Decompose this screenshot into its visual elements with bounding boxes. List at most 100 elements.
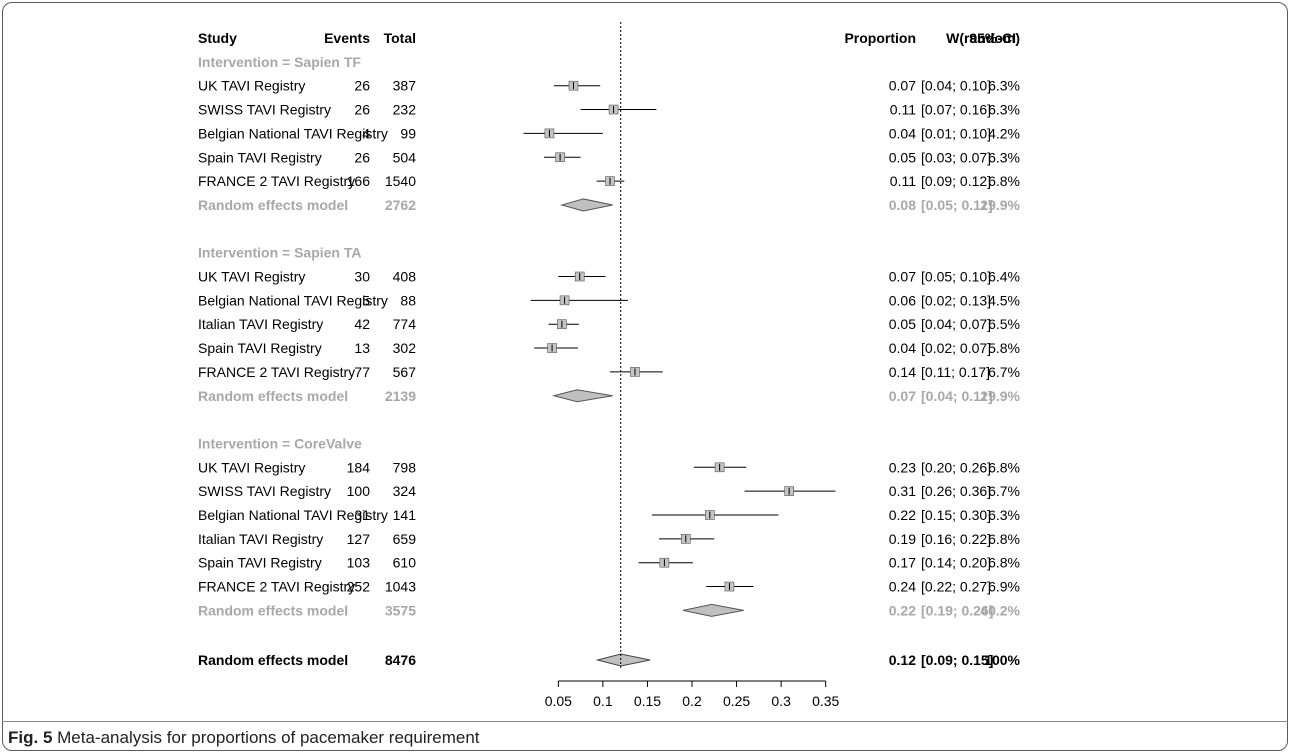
study-2-4-ci: [0.14; 0.20] bbox=[921, 555, 991, 571]
study-0-1-ci: [0.07; 0.16] bbox=[921, 102, 991, 118]
study-1-1-total: 88 bbox=[400, 292, 416, 308]
overall-proportion: 0.12 bbox=[889, 652, 916, 668]
study-2-1-ci: [0.26; 0.36] bbox=[921, 483, 991, 499]
x-tick-label-6: 0.35 bbox=[812, 693, 839, 709]
study-0-2-ci: [0.01; 0.10] bbox=[921, 125, 991, 141]
study-2-1-total: 324 bbox=[393, 483, 417, 499]
study-2-3-name: Italian TAVI Registry bbox=[198, 531, 323, 547]
study-2-0-ci: [0.20; 0.26] bbox=[921, 459, 991, 475]
study-1-2-total: 774 bbox=[393, 316, 417, 332]
pooled-0-ci: [0.05; 0.11] bbox=[921, 197, 993, 213]
study-0-1-proportion: 0.11 bbox=[890, 102, 916, 118]
study-1-1-events: 5 bbox=[362, 292, 370, 308]
study-0-0-ci: [0.04; 0.10] bbox=[921, 78, 991, 94]
pooled-1-proportion: 0.07 bbox=[889, 388, 916, 404]
pooled-1-total: 2139 bbox=[385, 388, 416, 404]
study-1-3-proportion: 0.04 bbox=[889, 340, 916, 356]
study-1-3-name: Spain TAVI Registry bbox=[198, 340, 322, 356]
study-1-0-total: 408 bbox=[393, 269, 417, 285]
study-0-1-total: 232 bbox=[393, 102, 417, 118]
study-1-2-name: Italian TAVI Registry bbox=[198, 316, 323, 332]
study-2-4-total: 610 bbox=[393, 555, 417, 571]
study-2-2-weight: 6.3% bbox=[988, 507, 1020, 523]
header-ci: 95%-CI bbox=[969, 30, 1016, 46]
study-2-0-name: UK TAVI Registry bbox=[198, 459, 305, 475]
study-0-3-proportion: 0.05 bbox=[889, 149, 916, 165]
study-2-5-total: 1043 bbox=[385, 579, 416, 595]
x-tick-label-2: 0.15 bbox=[634, 693, 661, 709]
header-proportion: Proportion bbox=[844, 30, 916, 46]
study-2-5-ci: [0.22; 0.27] bbox=[921, 579, 991, 595]
study-0-3-events: 26 bbox=[354, 149, 370, 165]
study-0-0-events: 26 bbox=[354, 78, 370, 94]
study-2-1-events: 100 bbox=[347, 483, 371, 499]
study-2-2-ci: [0.15; 0.30] bbox=[921, 507, 991, 523]
study-1-3-weight: 5.8% bbox=[988, 340, 1020, 356]
header-total: Total bbox=[384, 30, 416, 46]
study-2-1-weight: 6.7% bbox=[988, 483, 1020, 499]
study-0-1-weight: 6.3% bbox=[988, 102, 1020, 118]
pooled-1-weight: 29.9% bbox=[980, 388, 1020, 404]
group-title-2: Intervention = CoreValve bbox=[198, 435, 362, 451]
caption-label: Fig. 5 bbox=[8, 728, 53, 747]
study-1-4-name: FRANCE 2 TAVI Registry bbox=[198, 364, 355, 380]
x-tick-label-0: 0.05 bbox=[545, 693, 572, 709]
study-2-0-total: 798 bbox=[393, 459, 417, 475]
study-0-2-name: Belgian National TAVI Registry bbox=[198, 125, 388, 141]
study-0-4-ci: [0.09; 0.12] bbox=[921, 173, 991, 189]
study-0-4-proportion: 0.11 bbox=[890, 173, 916, 189]
study-2-4-weight: 6.8% bbox=[988, 555, 1020, 571]
study-1-3-events: 13 bbox=[354, 340, 370, 356]
pooled-1-diamond bbox=[551, 389, 613, 403]
header-study: Study bbox=[198, 30, 237, 46]
group-title-1: Intervention = Sapien TA bbox=[198, 245, 362, 261]
study-2-4-proportion: 0.17 bbox=[889, 555, 916, 571]
study-1-4-weight: 6.7% bbox=[988, 364, 1020, 380]
pooled-0-weight: 29.9% bbox=[980, 197, 1020, 213]
pooled-0-label: Random effects model bbox=[198, 197, 348, 213]
study-1-3-total: 302 bbox=[393, 340, 417, 356]
study-2-2-events: 31 bbox=[354, 507, 370, 523]
pooled-1-ci: [0.04; 0.11] bbox=[921, 388, 993, 404]
study-0-2-weight: 4.2% bbox=[988, 125, 1020, 141]
caption-text: Meta-analysis for proportions of pacemak… bbox=[57, 728, 480, 747]
figure-caption: Fig. 5 Meta-analysis for proportions of … bbox=[8, 728, 480, 748]
study-0-0-weight: 6.3% bbox=[988, 78, 1020, 94]
study-2-3-ci: [0.16; 0.22] bbox=[921, 531, 991, 547]
study-1-3-ci: [0.02; 0.07] bbox=[921, 340, 991, 356]
study-1-4-ci: [0.11; 0.17] bbox=[921, 364, 990, 380]
study-2-0-events: 184 bbox=[347, 459, 371, 475]
study-0-4-name: FRANCE 2 TAVI Registry bbox=[198, 173, 355, 189]
study-2-2-total: 141 bbox=[393, 507, 417, 523]
study-2-3-proportion: 0.19 bbox=[889, 531, 916, 547]
study-2-3-total: 659 bbox=[393, 531, 417, 547]
study-0-4-weight: 6.8% bbox=[988, 173, 1020, 189]
study-0-3-name: Spain TAVI Registry bbox=[198, 149, 322, 165]
overall-label: Random effects model bbox=[198, 652, 348, 668]
study-2-3-events: 127 bbox=[347, 531, 371, 547]
overall-diamond bbox=[595, 653, 651, 667]
header-weight: W(random) bbox=[946, 30, 1020, 46]
study-1-0-name: UK TAVI Registry bbox=[198, 269, 305, 285]
study-2-0-weight: 6.8% bbox=[988, 459, 1020, 475]
study-2-3-weight: 6.8% bbox=[988, 531, 1020, 547]
study-1-0-events: 30 bbox=[354, 269, 370, 285]
study-0-4-total: 1540 bbox=[385, 173, 416, 189]
study-1-4-events: 77 bbox=[354, 364, 370, 380]
study-1-0-proportion: 0.07 bbox=[889, 269, 916, 285]
study-2-5-weight: 6.9% bbox=[988, 579, 1020, 595]
study-2-5-proportion: 0.24 bbox=[889, 579, 916, 595]
study-1-0-ci: [0.05; 0.10] bbox=[921, 269, 991, 285]
study-1-2-ci: [0.04; 0.07] bbox=[921, 316, 991, 332]
study-2-1-proportion: 0.31 bbox=[889, 483, 916, 499]
study-0-2-events: 4 bbox=[362, 125, 370, 141]
study-1-1-proportion: 0.06 bbox=[889, 292, 916, 308]
study-0-0-proportion: 0.07 bbox=[889, 78, 916, 94]
study-2-0-proportion: 0.23 bbox=[889, 459, 916, 475]
study-2-4-name: Spain TAVI Registry bbox=[198, 555, 322, 571]
forest-plot: Study Events Total Proportion 95%-CIW(random… bbox=[198, 22, 1021, 709]
study-2-5-events: 252 bbox=[347, 579, 371, 595]
study-1-2-events: 42 bbox=[354, 316, 370, 332]
study-0-4-events: 166 bbox=[347, 173, 371, 189]
caption-divider bbox=[2, 721, 1288, 722]
